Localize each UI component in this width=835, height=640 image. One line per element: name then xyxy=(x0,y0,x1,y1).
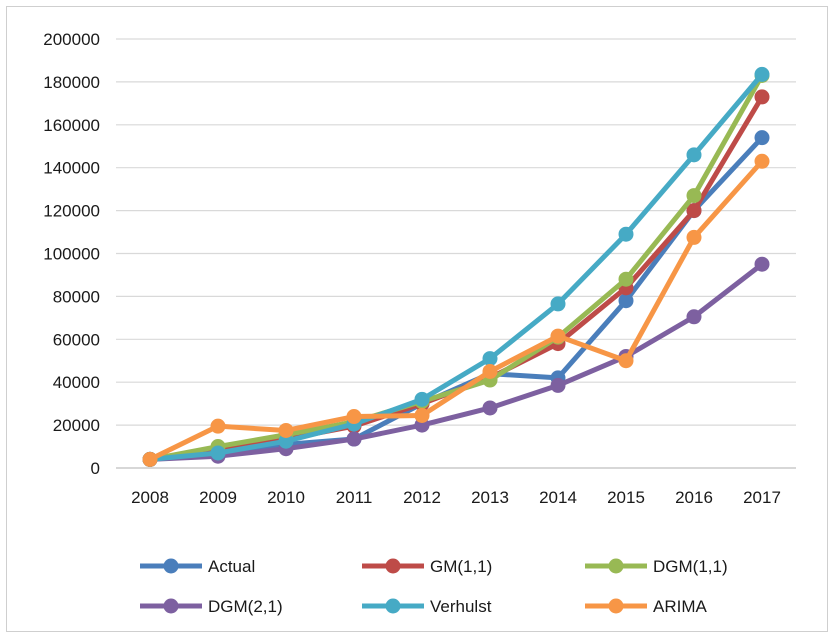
data-point xyxy=(550,328,566,344)
data-point xyxy=(482,400,498,416)
data-point xyxy=(754,153,770,169)
data-point xyxy=(414,407,430,423)
legend-label: DGM(2,1) xyxy=(208,597,283,616)
data-point xyxy=(550,296,566,312)
x-tick-label: 2016 xyxy=(675,488,713,507)
data-point xyxy=(618,226,634,242)
data-point xyxy=(686,147,702,163)
data-point xyxy=(414,391,430,407)
data-point xyxy=(210,418,226,434)
y-tick-label: 180000 xyxy=(43,73,100,92)
legend-swatch-marker xyxy=(163,558,179,574)
data-point xyxy=(618,271,634,287)
data-point xyxy=(618,293,634,309)
data-point xyxy=(754,130,770,146)
data-point xyxy=(754,66,770,82)
series-line xyxy=(147,71,765,462)
legend-label: ARIMA xyxy=(653,597,708,616)
x-tick-label: 2009 xyxy=(199,488,237,507)
legend-label: GM(1,1) xyxy=(430,557,492,576)
series-gm-1-1 xyxy=(142,89,770,467)
legend-item: Verhulst xyxy=(362,597,492,616)
y-tick-label: 160000 xyxy=(43,116,100,135)
legend-label: DGM(1,1) xyxy=(653,557,728,576)
x-tick-label: 2014 xyxy=(539,488,577,507)
legend-label: Actual xyxy=(208,557,255,576)
data-point xyxy=(686,203,702,219)
x-tick-label: 2011 xyxy=(336,488,373,507)
y-tick-label: 200000 xyxy=(43,30,100,49)
x-tick-label: 2008 xyxy=(131,488,169,507)
legend-item: DGM(1,1) xyxy=(585,557,728,576)
x-tick-label: 2012 xyxy=(403,488,441,507)
y-tick-label: 120000 xyxy=(43,202,100,221)
series-line xyxy=(147,72,765,462)
series-dgm-2-1 xyxy=(142,256,770,467)
legend-swatch-marker xyxy=(608,598,624,614)
x-tick-label: 2017 xyxy=(743,488,781,507)
data-point xyxy=(278,433,294,449)
x-tick-label: 2013 xyxy=(471,488,509,507)
data-point xyxy=(346,431,362,447)
series-verhulst xyxy=(142,66,770,467)
legend-item: Actual xyxy=(140,557,255,576)
y-tick-label: 40000 xyxy=(53,373,100,392)
data-point xyxy=(754,89,770,105)
data-point xyxy=(142,451,158,467)
y-tick-label: 100000 xyxy=(43,245,100,264)
data-point xyxy=(754,256,770,272)
data-point xyxy=(618,353,634,369)
data-point xyxy=(686,309,702,325)
legend-item: GM(1,1) xyxy=(362,557,492,576)
legend-item: ARIMA xyxy=(585,597,708,616)
y-tick-label: 140000 xyxy=(43,159,100,178)
data-point xyxy=(482,363,498,379)
legend: Actual GM(1,1) DGM(1,1) DGM(2,1) Verhulst ARI… xyxy=(140,557,728,616)
axes: 0 20000 40000 60000 80000 100000 120000 140000 1… xyxy=(43,30,796,507)
legend-item: DGM(2,1) xyxy=(140,597,283,616)
y-tick-label: 60000 xyxy=(53,330,100,349)
y-tick-label: 80000 xyxy=(53,287,100,306)
legend-swatch-marker xyxy=(385,558,401,574)
data-point xyxy=(278,422,294,438)
x-tick-label: 2010 xyxy=(267,488,305,507)
legend-swatch-marker xyxy=(163,598,179,614)
data-point xyxy=(482,351,498,367)
series-line xyxy=(147,261,765,462)
series-line xyxy=(147,158,765,462)
data-point xyxy=(686,188,702,204)
legend-label: Verhulst xyxy=(430,597,492,616)
data-point xyxy=(346,409,362,425)
series-arima xyxy=(142,153,770,467)
data-point xyxy=(210,445,226,461)
y-tick-label: 0 xyxy=(91,459,100,478)
data-point xyxy=(550,377,566,393)
legend-swatch-marker xyxy=(385,598,401,614)
legend-swatch-marker xyxy=(608,558,624,574)
data-point xyxy=(686,229,702,245)
series-group xyxy=(142,66,770,467)
y-tick-label: 20000 xyxy=(53,416,100,435)
x-tick-label: 2015 xyxy=(607,488,645,507)
